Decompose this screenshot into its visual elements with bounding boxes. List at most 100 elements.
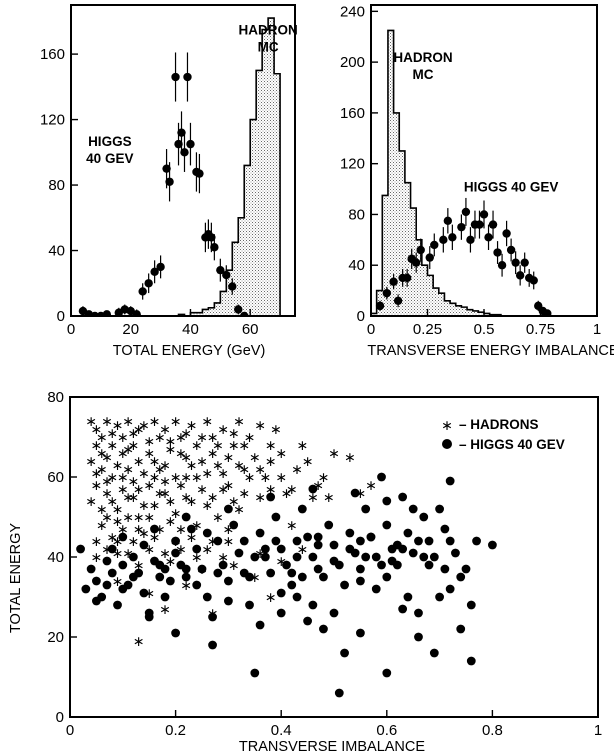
p2-higgs-point — [448, 233, 457, 242]
p1-ytick-label: 0 — [57, 308, 65, 325]
hadron-star-point: ∗ — [196, 430, 208, 446]
hadron-star-point: ∗ — [175, 522, 187, 538]
hadron-star-point: ∗ — [164, 554, 176, 570]
p1-xtick-label: 20 — [122, 321, 139, 338]
p1-annotation-line: MC — [258, 39, 279, 54]
higgs-dot-point — [488, 540, 497, 550]
hadron-star-point: ∗ — [238, 462, 250, 478]
hadron-star-point: ∗ — [186, 530, 198, 546]
hadron-star-point: ∗ — [122, 462, 134, 478]
panel-scatter: ∗∗∗∗∗∗∗∗∗∗∗∗∗∗∗∗∗∗∗∗∗∗∗∗∗∗∗∗∗∗∗∗∗∗∗∗∗∗∗∗… — [8, 389, 602, 755]
hadron-star-point: ∗ — [281, 486, 293, 502]
hadron-star-point: ∗ — [207, 430, 219, 446]
higgs-dot-point — [308, 600, 318, 610]
hadron-star-point: ∗ — [85, 454, 97, 470]
higgs-dot-point — [76, 544, 85, 554]
higgs-dot-point — [419, 552, 429, 562]
hadron-star-point: ∗ — [133, 522, 145, 538]
higgs-dot-point — [303, 616, 312, 626]
hadron-star-point: ∗ — [91, 438, 103, 454]
higgs-dot-point — [165, 576, 175, 586]
hadron-star-point: ∗ — [96, 502, 108, 518]
p2-higgs-point — [416, 245, 425, 255]
p2-annotations: HADRON MC HIGGS 40 GEV — [393, 50, 558, 194]
higgs-dot-point — [218, 560, 228, 570]
higgs-dot-point — [403, 592, 413, 602]
higgs-dot-point — [345, 528, 355, 538]
hadron-star-point: ∗ — [186, 494, 198, 510]
higgs-dot-point — [440, 564, 450, 574]
higgs-dot-point — [276, 588, 286, 598]
hadron-star-point: ∗ — [175, 542, 187, 558]
p1-plot — [71, 17, 295, 316]
higgs-dot-point — [308, 484, 318, 494]
hadron-star-point: ∗ — [112, 546, 124, 562]
p2-xtick-label: 1 — [593, 321, 601, 338]
hadron-star-point: ∗ — [96, 430, 108, 446]
hadron-star-point: ∗ — [127, 490, 139, 506]
p3-xtick-label: 0.8 — [482, 722, 503, 739]
hadron-star-point: ∗ — [244, 430, 256, 446]
p3-axes: 0 0.2 0.4 0.6 0.8 1 0 20 40 60 80 — [47, 389, 602, 739]
p3-ytick-label: 80 — [47, 389, 64, 406]
hadron-star-point: ∗ — [133, 634, 145, 650]
higgs-dot-point — [424, 536, 434, 546]
higgs-dot-point — [377, 560, 386, 570]
higgs-dot-point — [329, 608, 339, 618]
hadron-star-point: ∗ — [355, 486, 367, 502]
higgs-dot-point — [445, 584, 455, 594]
p1-annotation-line: HIGGS — [88, 134, 132, 149]
p1-hadron-histogram — [71, 17, 295, 316]
p2-annotation: HIGGS 40 GEV — [464, 180, 559, 195]
p3-xtick-label: 1 — [594, 722, 602, 739]
higgs-dot-point — [371, 584, 381, 594]
hadron-star-point: ∗ — [217, 466, 229, 482]
hadron-star-point: ∗ — [223, 450, 235, 466]
p2-higgs-point — [484, 233, 493, 242]
hadron-star-point: ∗ — [254, 490, 266, 506]
hadron-star-point: ∗ — [164, 494, 176, 510]
p3-ytick-label: 0 — [56, 709, 64, 726]
hadron-star-point: ∗ — [143, 586, 155, 602]
higgs-dot-point — [155, 572, 165, 582]
higgs-dot-point — [260, 544, 270, 554]
p1-xtick-label: 60 — [242, 321, 259, 338]
p1-higgs-point — [228, 282, 237, 291]
higgs-dot-point — [287, 580, 297, 590]
hadron-star-point: ∗ — [191, 438, 203, 454]
higgs-dot-point — [472, 536, 481, 546]
hadron-star-point: ∗ — [138, 526, 150, 542]
hadron-star-point: ∗ — [117, 522, 129, 538]
hadron-star-point: ∗ — [296, 542, 308, 558]
hadron-star-point: ∗ — [96, 446, 108, 462]
hadron-star-point: ∗ — [296, 438, 308, 454]
higgs-dot-point — [155, 560, 165, 570]
hadron-star-point: ∗ — [143, 478, 155, 494]
hadron-star-point: ∗ — [212, 458, 224, 474]
hadron-star-point: ∗ — [117, 470, 129, 486]
higgs-dot-point — [345, 544, 355, 554]
higgs-dot-point — [128, 552, 138, 562]
hadron-star-point: ∗ — [207, 534, 219, 550]
p1-annotations: HADRON MC HIGGS 40 GEV — [86, 22, 298, 165]
hadron-star-point: ∗ — [159, 486, 171, 502]
higgs-dot-point — [208, 640, 217, 650]
hadron-star-point: ∗ — [201, 466, 213, 482]
higgs-dot-point — [371, 552, 381, 562]
p2-higgs-point — [461, 207, 471, 217]
p1-higgs-point — [144, 279, 153, 288]
hadron-star-point: ∗ — [112, 534, 124, 550]
higgs-dot-point — [92, 596, 101, 606]
higgs-dot-point — [408, 504, 418, 514]
higgs-dot-point — [139, 540, 149, 550]
p1-higgs-point — [180, 148, 189, 157]
higgs-dot-point — [139, 588, 149, 598]
p2-higgs-point — [502, 229, 511, 238]
hadron-star-point: ∗ — [249, 570, 261, 586]
hadron-star-point: ∗ — [328, 446, 340, 462]
higgs-dot-point — [102, 556, 112, 566]
p2-higgs-point — [393, 296, 403, 305]
hadron-star-point: ∗ — [228, 438, 240, 454]
p3-ylabel: TOTAL ENERGY — [8, 523, 24, 633]
hadron-star-point: ∗ — [91, 466, 103, 482]
